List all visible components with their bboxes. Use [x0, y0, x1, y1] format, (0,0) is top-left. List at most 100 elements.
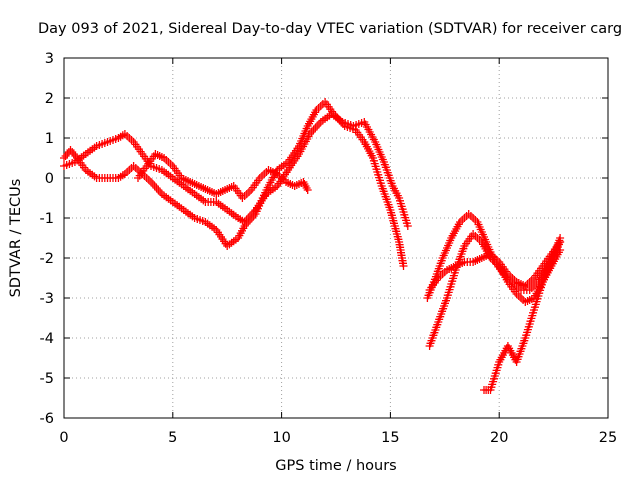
data-point — [156, 188, 165, 196]
data-point — [315, 120, 323, 128]
chart-title: Day 093 of 2021, Sidereal Day-to-day VTE… — [38, 21, 622, 37]
data-point — [313, 122, 322, 130]
data-point — [198, 217, 207, 225]
data-point — [221, 204, 229, 213]
data-point — [148, 180, 157, 188]
data-point — [152, 184, 161, 192]
data-point — [475, 236, 484, 244]
data-point — [69, 150, 78, 158]
x-tick-label: 20 — [490, 430, 508, 446]
data-point — [127, 136, 136, 144]
data-point — [458, 259, 467, 267]
data-point — [493, 256, 501, 264]
data-point — [155, 165, 164, 173]
data-point — [387, 179, 396, 188]
data-series — [60, 98, 565, 394]
data-point — [209, 198, 218, 206]
data-point — [188, 188, 197, 197]
series-arc-2 — [60, 110, 412, 230]
data-point — [393, 191, 402, 200]
data-point — [247, 210, 256, 218]
data-point — [522, 286, 531, 294]
data-point — [118, 131, 127, 140]
data-point — [466, 258, 475, 266]
data-point — [304, 132, 313, 141]
data-point — [502, 267, 511, 276]
data-point — [546, 260, 555, 269]
data-point — [302, 124, 311, 133]
data-point — [218, 187, 227, 195]
data-point — [111, 174, 120, 182]
data-point — [238, 216, 247, 225]
data-point — [166, 160, 175, 168]
data-point — [79, 151, 88, 160]
data-point — [399, 259, 407, 268]
data-point — [188, 212, 197, 221]
x-tick-label: 10 — [272, 430, 290, 446]
data-point — [385, 203, 394, 212]
data-point — [311, 108, 320, 117]
x-tick-label: 0 — [59, 430, 68, 446]
data-point — [100, 139, 109, 147]
data-point — [249, 208, 258, 216]
data-point — [231, 212, 240, 221]
data-point — [502, 275, 511, 284]
data-point — [459, 244, 468, 253]
data-point — [279, 176, 288, 184]
data-point — [484, 251, 493, 259]
data-point — [336, 116, 345, 125]
data-point — [175, 171, 184, 180]
data-point — [150, 182, 159, 190]
data-point — [118, 171, 127, 180]
y-tick-label: -2 — [40, 251, 54, 267]
data-point — [302, 184, 311, 192]
data-point — [358, 135, 367, 144]
data-point — [454, 220, 463, 229]
data-point — [154, 186, 163, 194]
data-point — [432, 276, 441, 285]
data-point — [440, 268, 449, 276]
data-point — [184, 177, 192, 185]
data-point — [201, 185, 210, 193]
data-point — [369, 135, 378, 144]
data-point — [437, 256, 446, 265]
series-arc-3 — [134, 150, 312, 202]
data-point — [242, 216, 251, 224]
data-point — [394, 235, 403, 244]
data-point — [210, 224, 219, 233]
grid — [64, 58, 608, 418]
data-point — [307, 128, 316, 136]
data-point — [433, 320, 442, 329]
data-point — [231, 235, 240, 244]
data-point — [545, 252, 554, 261]
y-tick-label: -5 — [40, 371, 54, 387]
data-point — [245, 188, 253, 196]
y-tick-label: 0 — [45, 171, 54, 187]
data-point — [510, 287, 519, 296]
y-axis-label: SDTVAR / TECUs — [8, 179, 24, 298]
data-point — [510, 276, 519, 284]
data-point — [239, 224, 248, 233]
data-point — [246, 212, 254, 220]
data-point — [177, 204, 186, 213]
data-point — [227, 183, 236, 191]
y-tick-label: 2 — [45, 91, 54, 107]
data-point — [378, 155, 387, 164]
data-point — [90, 172, 99, 181]
data-point — [529, 308, 538, 317]
y-tick-label: 1 — [45, 131, 54, 147]
data-point — [166, 172, 175, 181]
data-point — [471, 216, 480, 224]
data-point — [140, 164, 149, 173]
data-point — [136, 147, 145, 156]
series-arc-7 — [425, 238, 565, 294]
x-tick-label: 25 — [599, 430, 617, 446]
y-tick-label: -6 — [40, 411, 54, 427]
y-tick-label: -1 — [40, 211, 54, 227]
data-point — [192, 181, 201, 189]
data-point — [520, 336, 529, 345]
data-point — [144, 176, 153, 184]
data-point — [244, 214, 253, 222]
